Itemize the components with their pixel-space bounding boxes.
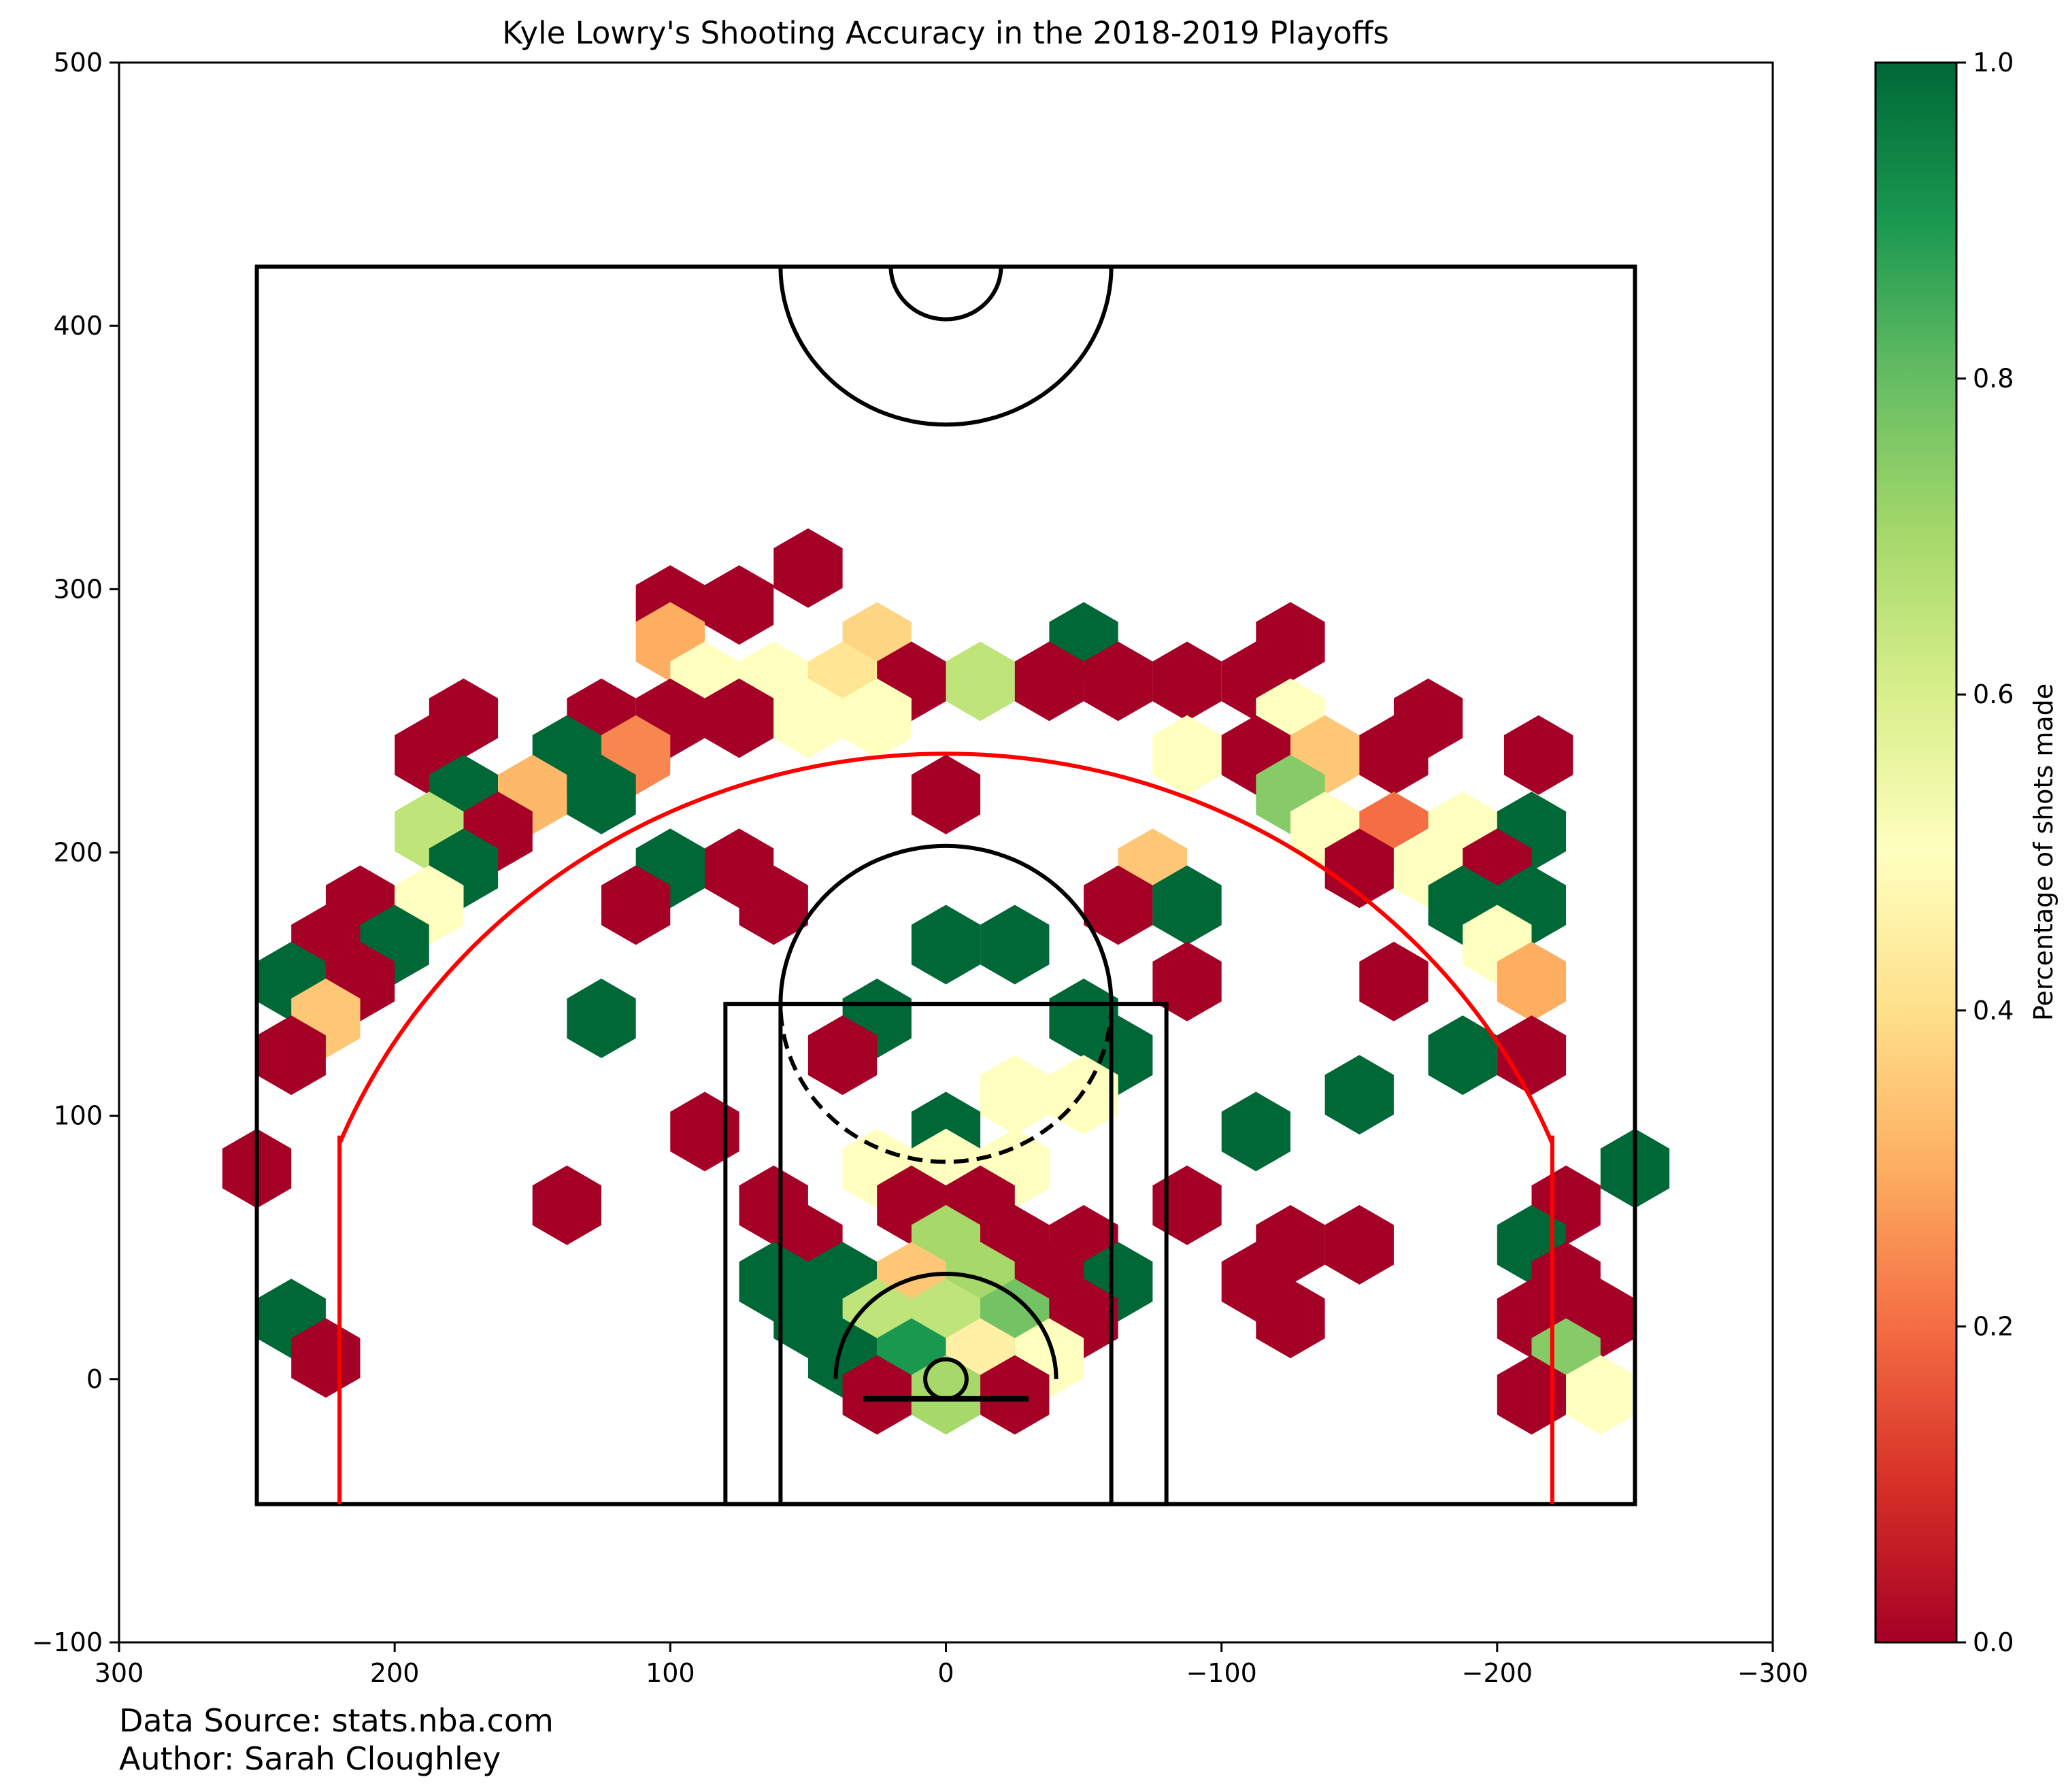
hex-bin (532, 1165, 601, 1245)
hex-bin (1324, 1204, 1394, 1285)
hex-bin (1497, 1355, 1567, 1435)
hexbin-layer (222, 528, 1670, 1435)
y-axis: −100 0 100 200 300 400 500 (32, 48, 119, 1657)
hex-bin (842, 678, 912, 758)
y-tick-label: 300 (53, 574, 103, 604)
hex-bin (1497, 1015, 1567, 1096)
hex-bin (911, 1355, 981, 1435)
three-point-arc (337, 751, 1554, 1145)
hex-bin (739, 865, 808, 945)
hex-bin (705, 678, 774, 758)
hex-bin (567, 978, 636, 1058)
hex-bin (1256, 1279, 1325, 1359)
hex-bin (1497, 941, 1567, 1021)
colorbar-tick-label: 0.8 (1973, 364, 2014, 394)
hex-bin (705, 565, 774, 645)
x-tick-label: 300 (95, 1658, 144, 1688)
court-lines (254, 265, 1637, 1506)
hex-bin (670, 1092, 739, 1172)
hex-bin (980, 1355, 1050, 1435)
hex-bin (1359, 715, 1429, 795)
hex-bin (1221, 1092, 1290, 1172)
hex-bin (980, 1055, 1050, 1135)
y-tick-label: −100 (32, 1627, 103, 1657)
inner-paint-box (778, 1002, 1114, 1506)
colorbar-frame (1874, 61, 1958, 1644)
hex-bin (1324, 1055, 1394, 1135)
hex-bin (773, 528, 843, 608)
hex-bin (842, 1355, 912, 1435)
x-axis: 300 200 100 0 −100 −200 −300 (95, 1642, 1808, 1688)
chart-title: Kyle Lowry's Shooting Accuracy in the 20… (502, 15, 1389, 51)
colorbar-fill (1875, 63, 1956, 1642)
hex-bin (1566, 1355, 1635, 1435)
colorbar-tick-label: 0.6 (1973, 679, 2014, 709)
hex-bin (911, 905, 981, 985)
author-note: Author: Sarah Cloughley (119, 1740, 501, 1777)
data-source-note: Data Source: stats.nba.com (119, 1702, 554, 1739)
free-throw-arc-top (778, 843, 1114, 1004)
y-tick-label: 200 (53, 838, 103, 868)
free-throw-arc-bottom (778, 1004, 1114, 1164)
center-outer-arc (778, 267, 1114, 427)
hex-bin (1084, 865, 1153, 945)
hex-bin (773, 678, 843, 758)
colorbar: 0.0 0.2 0.4 0.6 0.8 1.0 Percentage of shots m… (1874, 48, 2058, 1657)
hex-bin (1359, 941, 1429, 1021)
y-tick-label: 500 (53, 48, 103, 78)
hex-bin (256, 1015, 326, 1096)
colorbar-tick-label: 0.2 (1973, 1311, 2014, 1341)
hex-bin (567, 754, 636, 834)
restricted-area-arc (833, 1271, 1058, 1379)
center-inner-arc (888, 267, 1003, 322)
x-tick-label: −200 (1462, 1658, 1533, 1688)
hex-bin (980, 905, 1050, 985)
y-tick-label: 100 (53, 1101, 103, 1131)
x-tick-label: −100 (1186, 1658, 1256, 1688)
hex-bin (1152, 865, 1222, 945)
colorbar-tick-label: 1.0 (1973, 48, 2014, 78)
hex-bin (601, 865, 671, 945)
hex-bin (1152, 715, 1222, 795)
hex-bin (1014, 641, 1084, 722)
colorbar-tick-label: 0.4 (1973, 996, 2014, 1026)
y-tick-label: 400 (53, 311, 103, 341)
hex-bin (1504, 715, 1573, 795)
hex-bin (1152, 941, 1222, 1021)
hex-bin (911, 754, 981, 834)
hex-bin (1084, 641, 1153, 722)
y-tick-label: 0 (86, 1364, 103, 1394)
x-tick-label: 100 (646, 1658, 695, 1688)
hex-bin (1152, 641, 1222, 722)
colorbar-label: Percentage of shots made (2029, 683, 2058, 1021)
x-tick-label: −300 (1737, 1658, 1808, 1688)
x-tick-label: 0 (937, 1658, 954, 1688)
colorbar-ticks: 0.0 0.2 0.4 0.6 0.8 1.0 (1956, 48, 2014, 1657)
hex-bin (946, 641, 1015, 722)
hex-bin (807, 1015, 878, 1096)
hex-bin (1324, 828, 1394, 909)
hex-bin (1428, 1015, 1497, 1096)
hex-bin (1152, 1165, 1222, 1245)
x-tick-label: 200 (370, 1658, 420, 1688)
colorbar-tick-label: 0.0 (1973, 1627, 2014, 1657)
hex-bin (291, 1318, 361, 1398)
